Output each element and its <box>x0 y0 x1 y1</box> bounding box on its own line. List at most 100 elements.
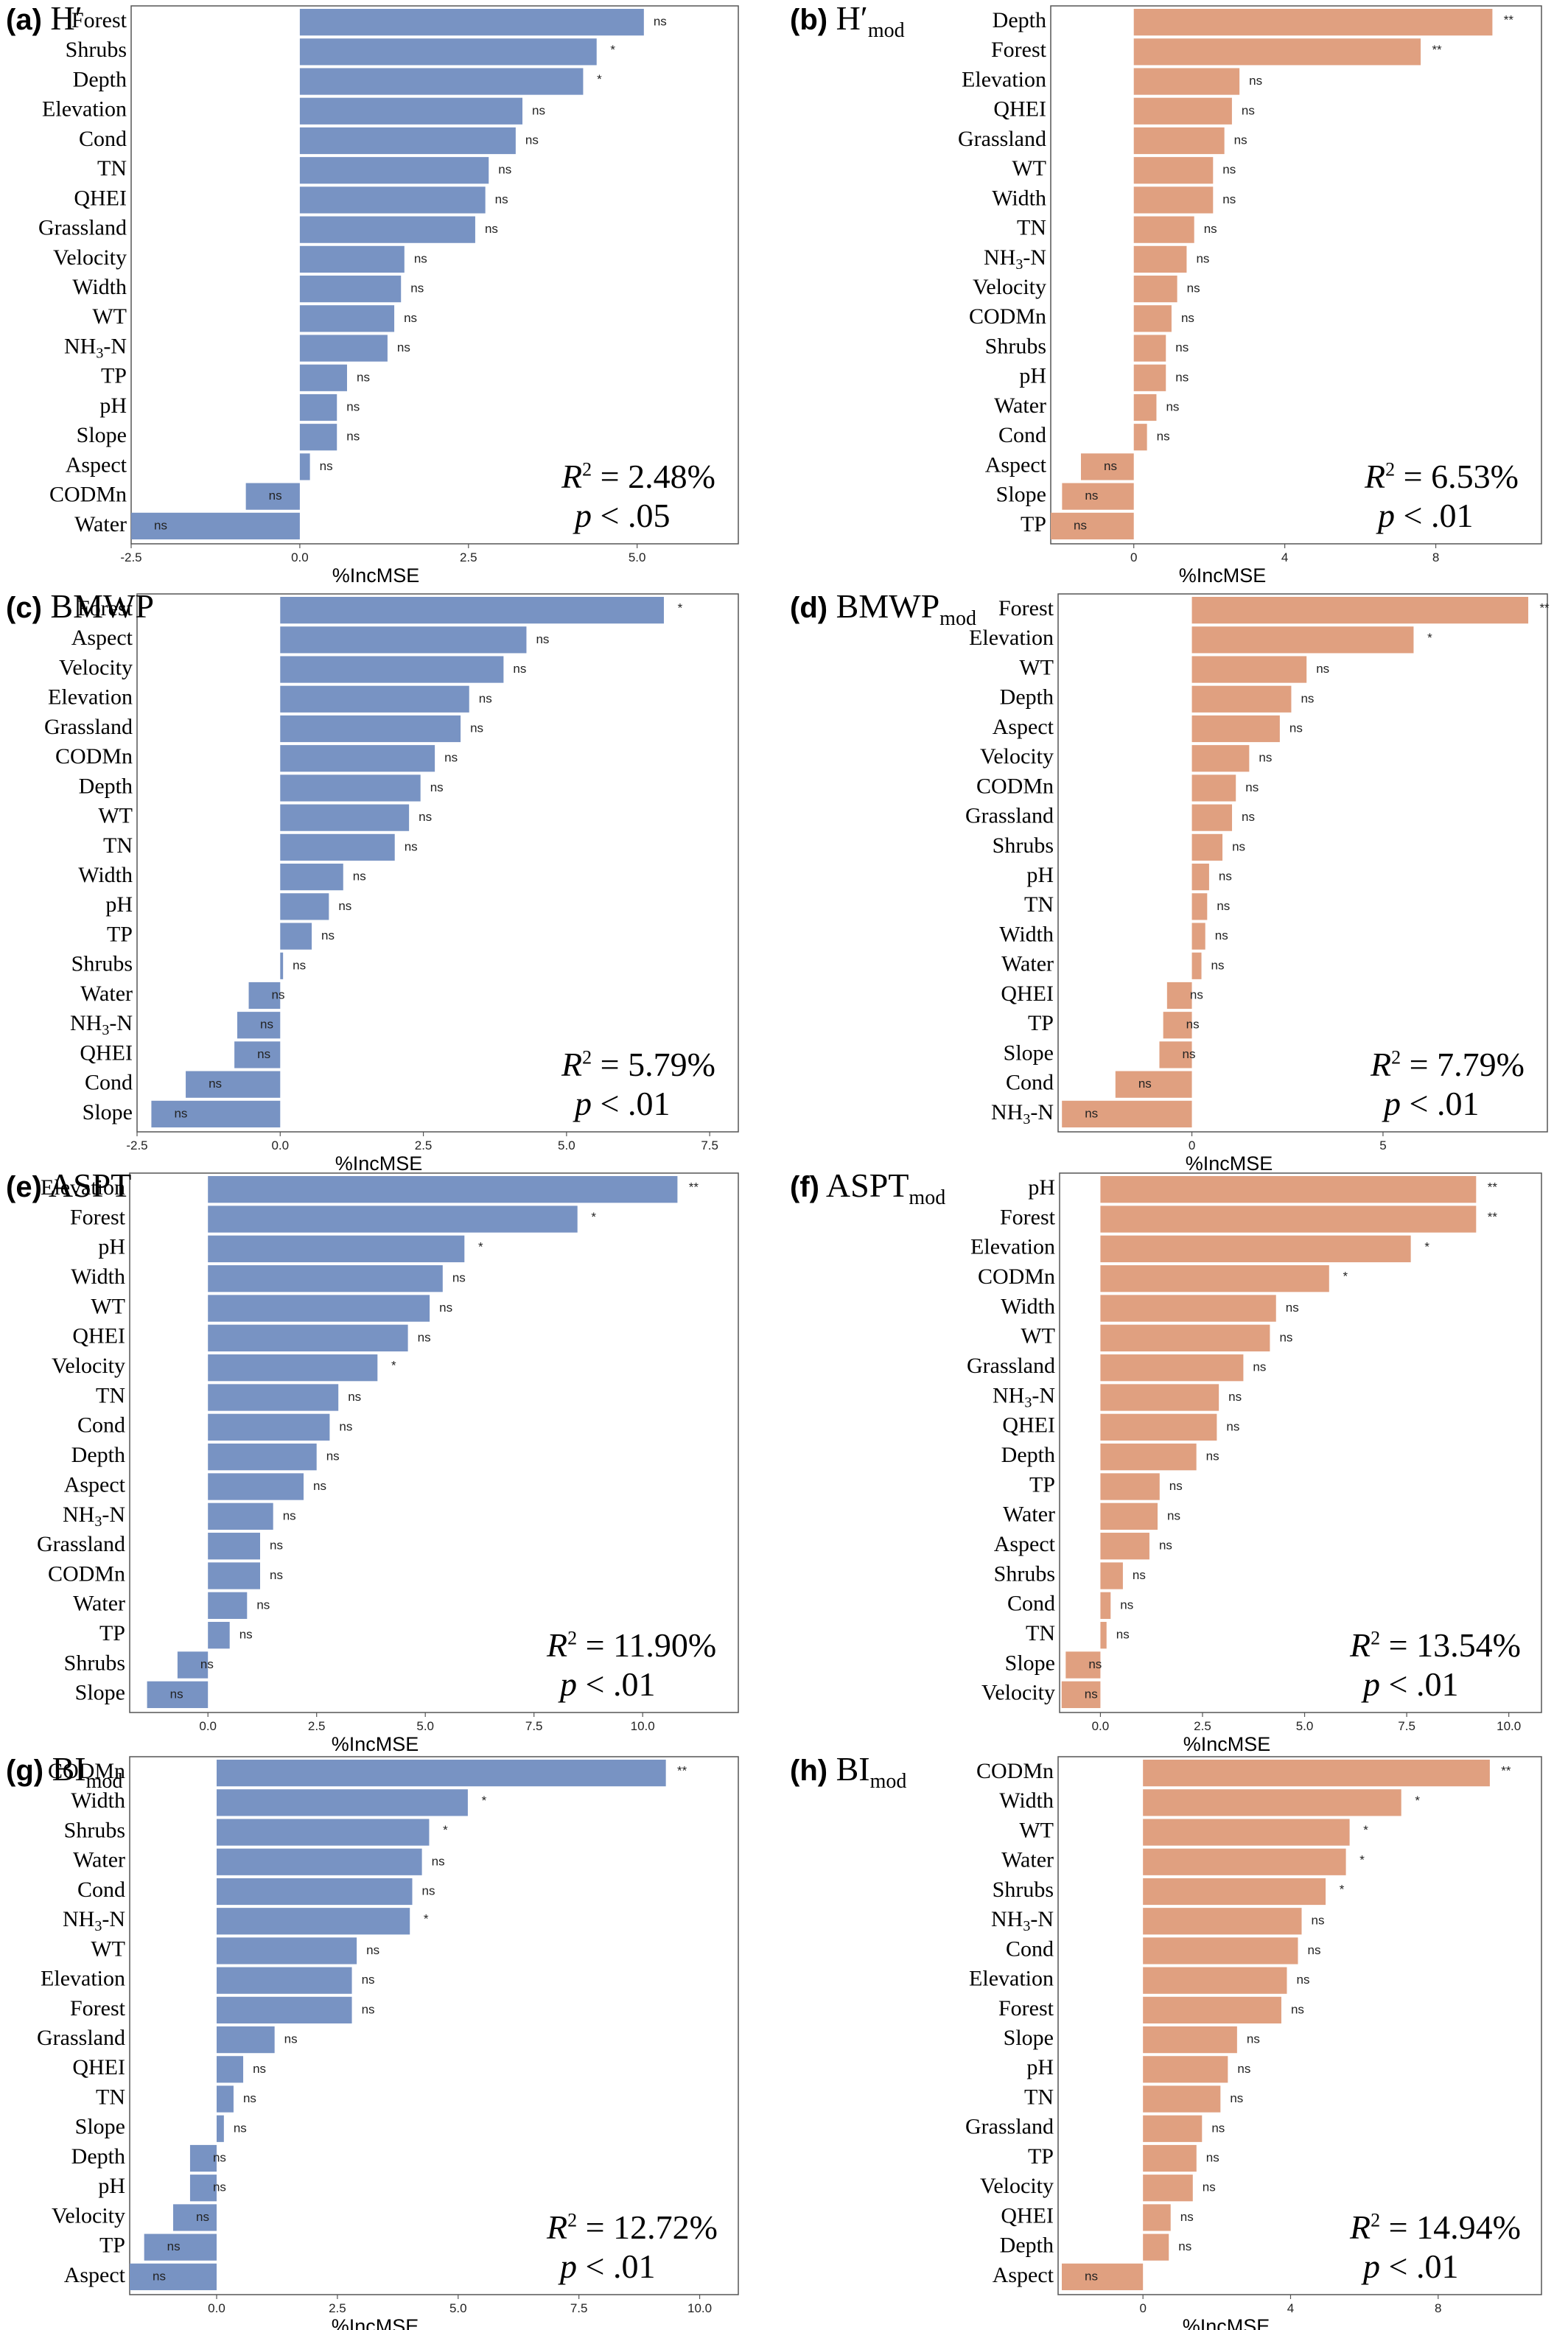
category-label: Velocity <box>59 655 133 679</box>
panel-label: (a) <box>6 4 42 36</box>
bar-grassland <box>1191 804 1233 831</box>
bar-codmn <box>1133 305 1172 332</box>
panel-title: (h) BImod <box>790 1749 906 1794</box>
bar-elevation <box>1143 1967 1287 1994</box>
bar-tp <box>299 364 347 391</box>
category-label: pH <box>98 1235 125 1259</box>
panel-index-name: BI <box>43 1750 86 1788</box>
category-label: Cond <box>77 1413 125 1438</box>
significance-label: * <box>391 1359 396 1373</box>
significance-label: ns <box>1215 928 1228 942</box>
significance-label: ns <box>357 370 370 384</box>
significance-label: ns <box>485 222 498 236</box>
r-squared-value: 13.54% <box>1416 1626 1521 1664</box>
significance-label: ns <box>1247 2032 1260 2046</box>
significance-label: ** <box>677 1764 687 1778</box>
r-squared-annotation: R2 = 12.72% p < .01 <box>547 2208 718 2285</box>
significance-label: ns <box>410 281 424 295</box>
bar-depth <box>208 1444 317 1471</box>
category-label: Shrubs <box>993 833 1054 858</box>
category-label: CODMn <box>976 774 1054 798</box>
panel-index-name: H′ <box>41 0 83 37</box>
x-tick-label: 7.5 <box>525 1719 543 1733</box>
significance-label: ** <box>1488 1180 1498 1194</box>
bar-qhei <box>208 1324 408 1351</box>
bar-codmn <box>208 1562 260 1589</box>
significance-label: ns <box>353 870 366 884</box>
category-label: Aspect <box>64 2263 126 2287</box>
category-label: pH <box>1026 863 1054 887</box>
significance-label: ns <box>444 751 458 765</box>
significance-label: ns <box>1133 1568 1146 1582</box>
bar-ph <box>1191 864 1209 891</box>
panel-title: (g) BImod <box>6 1749 122 1794</box>
category-label: Forest <box>998 1996 1054 2021</box>
significance-label: ns <box>1169 1479 1183 1493</box>
bar-nh3-n <box>299 335 388 362</box>
significance-label: ns <box>1085 1687 1098 1701</box>
significance-label: ns <box>1279 1330 1292 1344</box>
category-label: Forest <box>991 38 1047 62</box>
significance-label: ns <box>362 1973 375 1987</box>
significance-label: ns <box>153 2269 166 2283</box>
significance-label: ns <box>1259 751 1272 765</box>
x-tick-label: 10.0 <box>1497 1719 1521 1733</box>
category-label: TP <box>99 1621 125 1645</box>
category-label: Cond <box>998 423 1046 447</box>
panel-label: (e) <box>6 1171 42 1203</box>
r-squared-value: 5.79% <box>628 1046 715 1083</box>
significance-label: ns <box>270 1539 283 1553</box>
bar-ph <box>1133 364 1166 391</box>
category-label: Depth <box>1000 685 1054 710</box>
category-label: Width <box>72 275 127 299</box>
bar-slope <box>1062 483 1134 510</box>
category-label: WT <box>91 1294 125 1318</box>
bar-tn <box>280 833 395 861</box>
p-value: < .01 <box>1388 1665 1459 1703</box>
significance-label: ns <box>422 1883 435 1897</box>
bar-grassland <box>217 2026 275 2054</box>
category-label: NH3-N <box>63 1907 125 1934</box>
r-squared-value: 2.48% <box>628 458 715 495</box>
significance-label: ns <box>1308 1943 1321 1957</box>
x-tick-label: 4 <box>1287 2301 1294 2315</box>
category-label: NH3-N <box>63 1502 125 1530</box>
category-label: Aspect <box>71 626 133 650</box>
category-label: WT <box>1012 156 1046 181</box>
panel-index-name: ASPT <box>41 1166 132 1204</box>
bar-cond <box>217 1878 413 1906</box>
bar-qhei <box>217 2056 244 2083</box>
category-label: NH3-N <box>70 1011 133 1038</box>
category-label: Depth <box>79 774 133 798</box>
bar-qhei <box>1100 1413 1217 1441</box>
p-value: < .05 <box>600 497 671 534</box>
significance-label: ns <box>1085 2269 1098 2283</box>
x-tick-label: 0.0 <box>199 1719 217 1733</box>
significance-label: ns <box>1222 192 1236 206</box>
category-label: Slope <box>1005 1651 1055 1675</box>
panel-index-subscript: mod <box>85 1770 123 1794</box>
r-squared-annotation: R2 = 6.53% p < .01 <box>1365 458 1519 534</box>
category-label: Shrubs <box>994 1561 1055 1586</box>
significance-label: ns <box>1286 1301 1299 1315</box>
significance-label: ns <box>430 780 444 794</box>
plot-frame <box>129 1172 739 1713</box>
category-label: Elevation <box>48 685 133 710</box>
bar-aspect <box>1100 1533 1149 1560</box>
bar-elevation <box>1100 1235 1411 1262</box>
significance-label: ns <box>1178 2239 1191 2253</box>
significance-label: ns <box>1159 1539 1172 1553</box>
significance-label: ** <box>1432 43 1442 57</box>
plot-frame <box>130 5 739 545</box>
category-label: Aspect <box>985 452 1047 477</box>
category-label: Shrubs <box>993 1878 1054 1902</box>
significance-label: ns <box>257 1047 270 1061</box>
panel-label: (d) <box>790 592 828 624</box>
x-tick-label: 5.0 <box>1296 1719 1314 1733</box>
bar-ph <box>1100 1176 1477 1203</box>
significance-label: ns <box>1180 2210 1194 2224</box>
category-label: TN <box>1024 892 1054 917</box>
